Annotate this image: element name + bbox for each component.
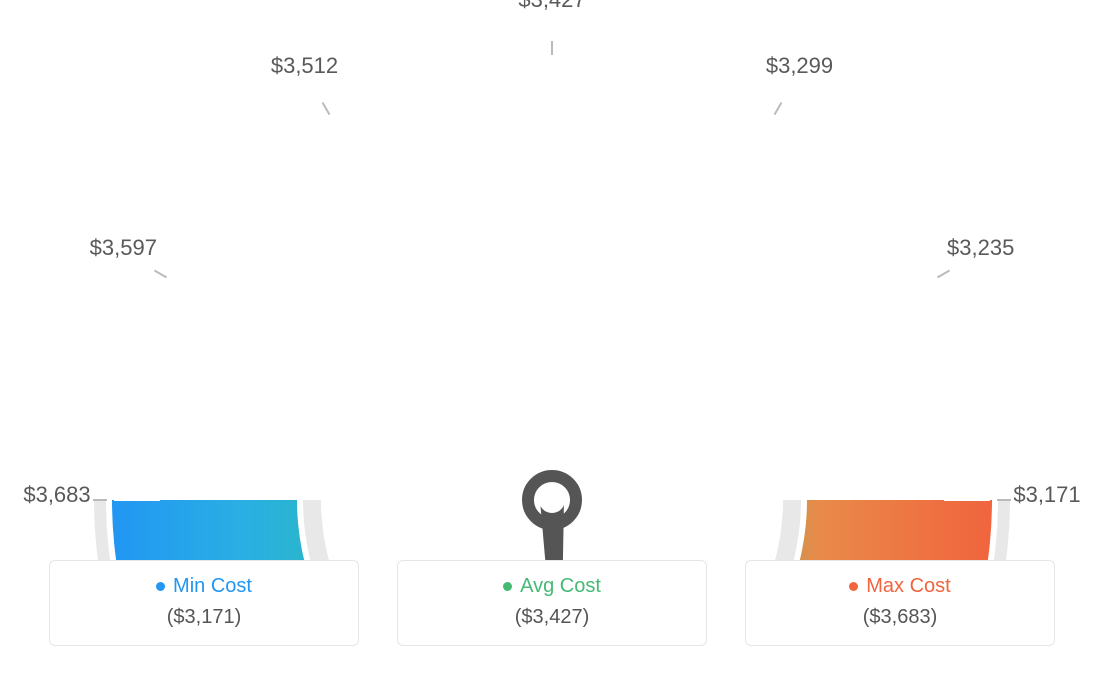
legend-label-min: Min Cost — [173, 575, 252, 598]
legend-label-avg: Avg Cost — [520, 575, 601, 598]
legend-dot-avg — [503, 582, 512, 591]
legend-value-max: ($3,683) — [746, 606, 1054, 629]
tick-label: $3,683 — [23, 482, 90, 508]
legend-title-avg: Avg Cost — [503, 575, 601, 598]
legend-value-avg: ($3,427) — [398, 606, 706, 629]
legend-row: Min Cost ($3,171) Avg Cost ($3,427) Max … — [0, 560, 1104, 646]
gauge-svg — [0, 0, 1104, 560]
legend-dot-min — [156, 582, 165, 591]
legend-title-max: Max Cost — [849, 575, 950, 598]
tick-label: $3,597 — [90, 235, 157, 261]
tick-label: $3,427 — [518, 0, 585, 13]
tick-label: $3,171 — [1013, 482, 1080, 508]
tick-label: $3,235 — [947, 235, 1014, 261]
tick-label: $3,299 — [766, 53, 833, 79]
cost-gauge: $3,171 $3,235 $3,299 $3,427 $3,512 $3,597 $3,6… — [0, 0, 1104, 560]
legend-label-max: Max Cost — [866, 575, 950, 598]
legend-title-min: Min Cost — [156, 575, 252, 598]
tick-label: $3,512 — [271, 53, 338, 79]
legend-value-min: ($3,171) — [50, 606, 358, 629]
legend-card-max: Max Cost ($3,683) — [745, 560, 1055, 646]
legend-dot-max — [849, 582, 858, 591]
legend-card-avg: Avg Cost ($3,427) — [397, 560, 707, 646]
legend-card-min: Min Cost ($3,171) — [49, 560, 359, 646]
